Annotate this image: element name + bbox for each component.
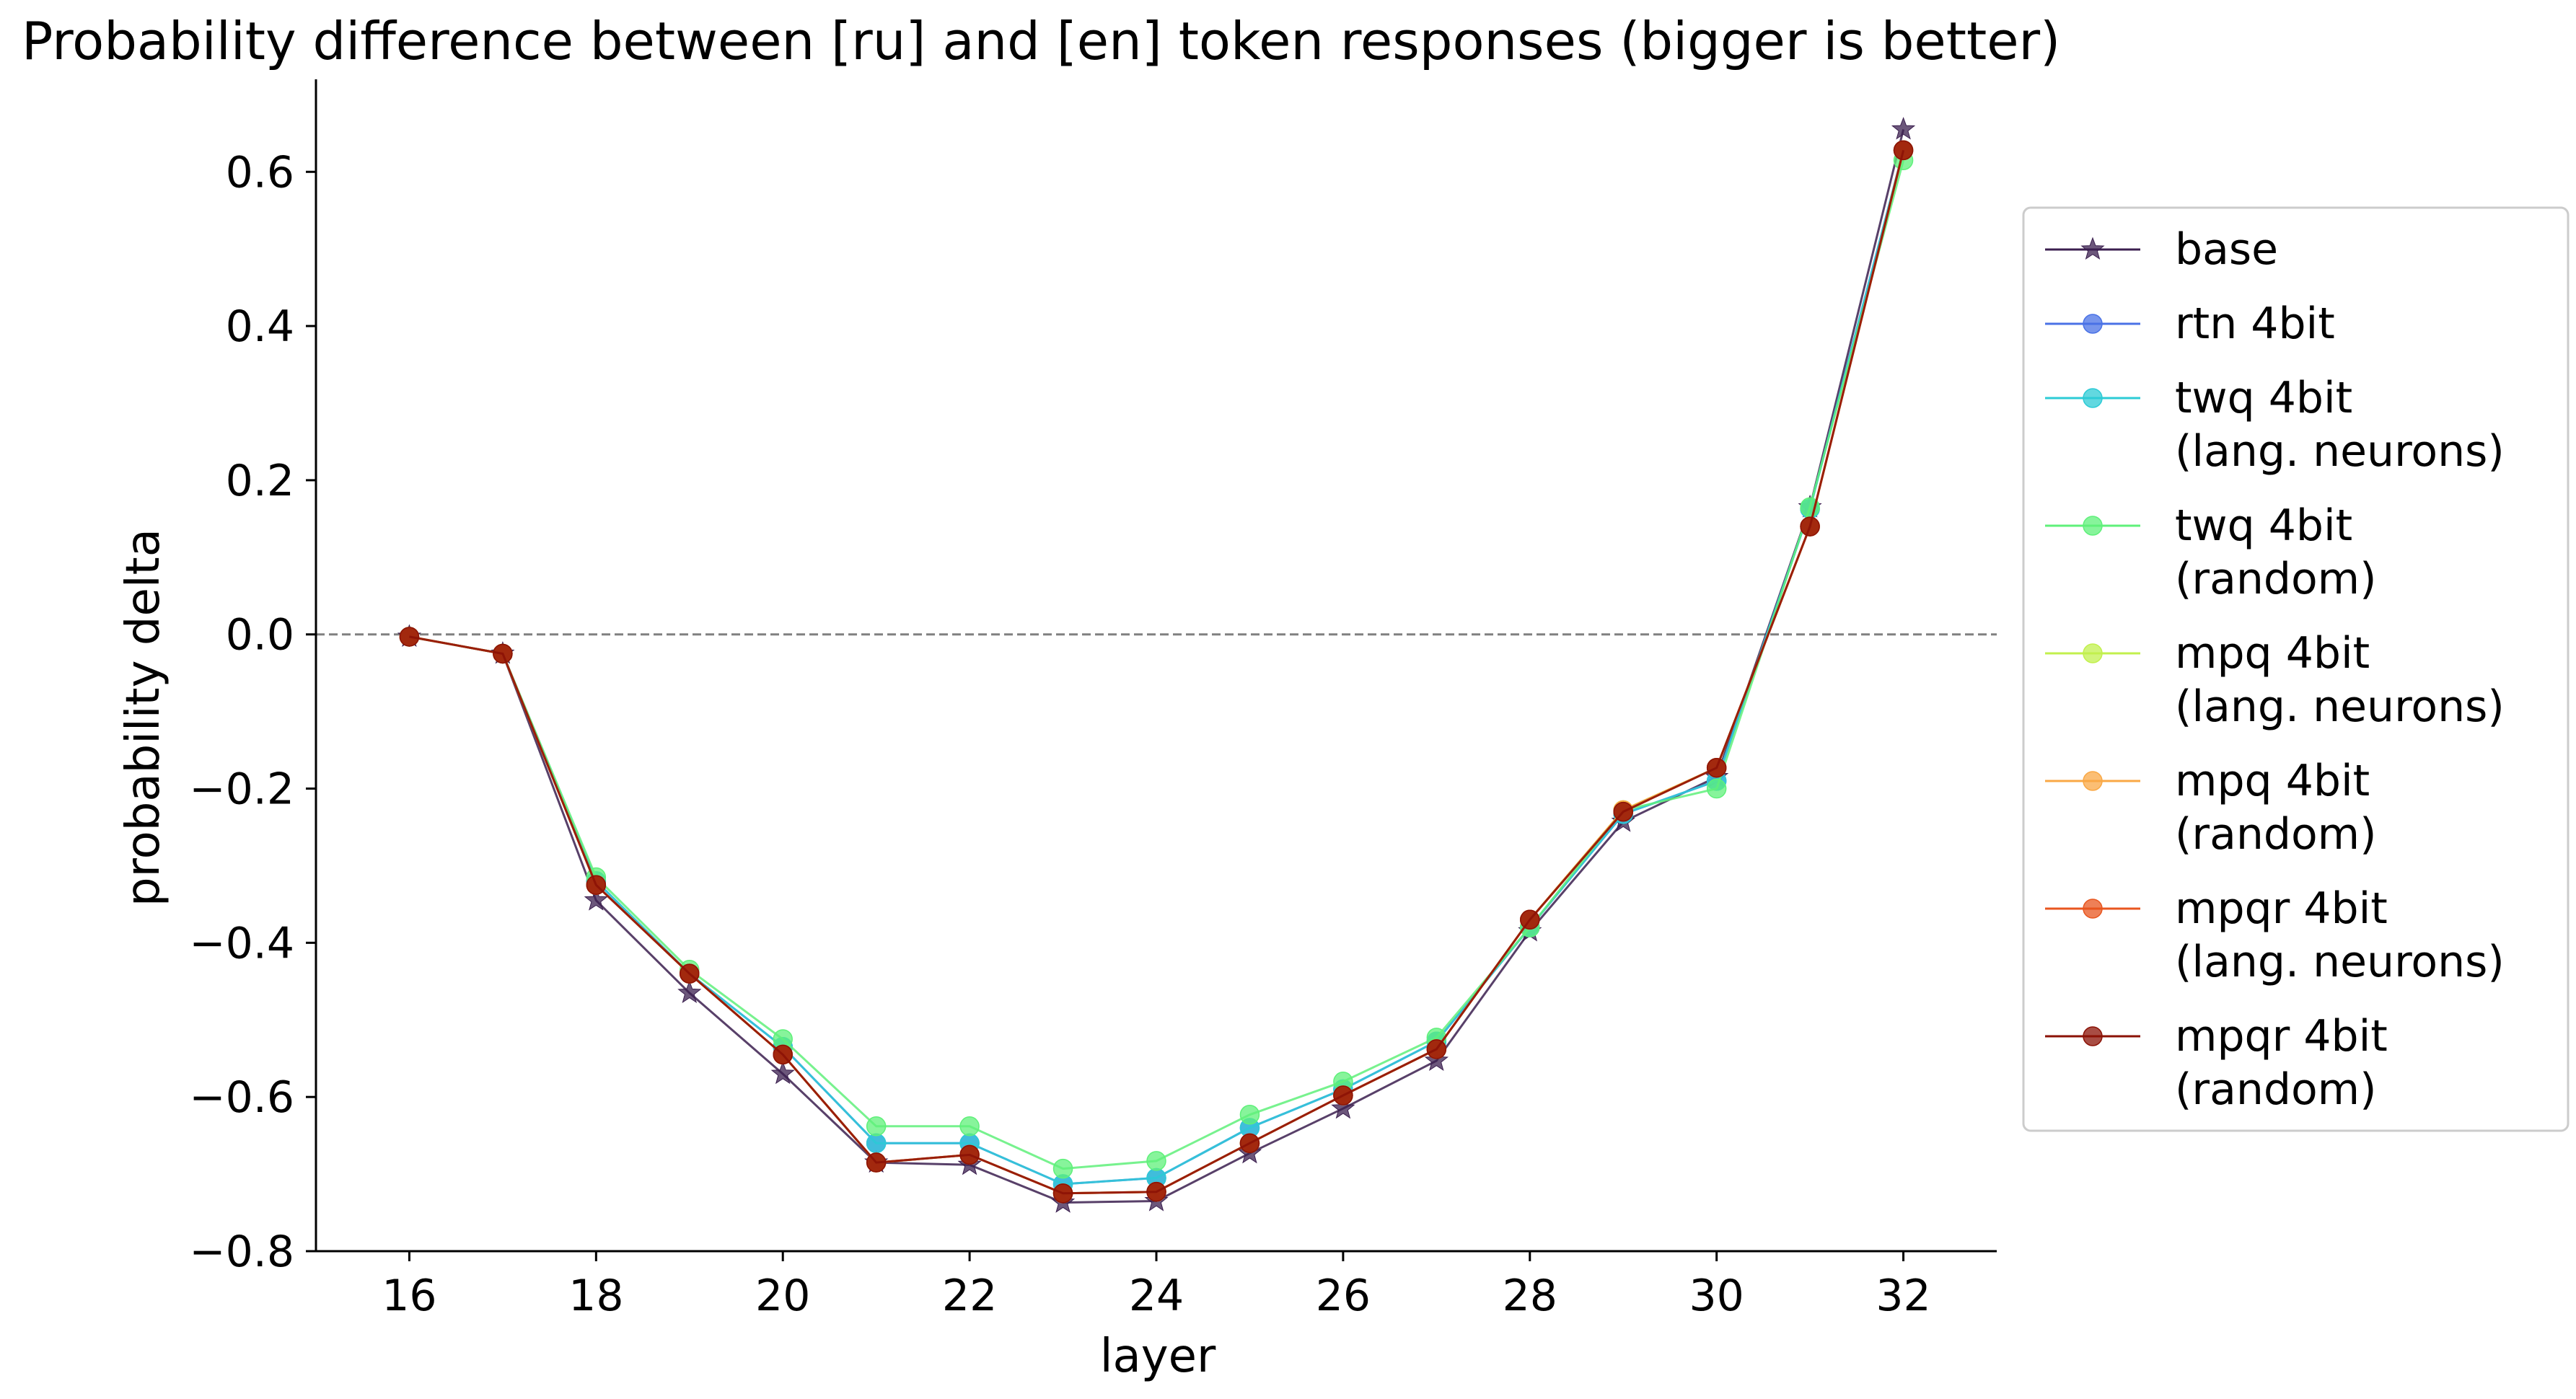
y-axis-label: probability delta	[117, 529, 170, 906]
legend-marker	[2083, 314, 2103, 334]
chart-title: Probability difference between [ru] and …	[22, 11, 2060, 71]
legend-label: mpq 4bit	[2175, 628, 2370, 679]
data-point	[866, 1133, 887, 1154]
legend-label: mpqr 4bit	[2175, 883, 2388, 934]
x-axis-label: layer	[1100, 1330, 1216, 1383]
data-point	[1800, 516, 1820, 537]
data-point	[1331, 1095, 1355, 1119]
legend-label: (random)	[2175, 554, 2377, 604]
x-tick-label: 16	[382, 1271, 436, 1321]
y-tick-label: 0.6	[226, 147, 294, 198]
legend-label: (lang. neurons)	[2175, 681, 2505, 732]
legend-label: (lang. neurons)	[2175, 426, 2505, 477]
data-point	[680, 963, 700, 984]
x-tick-label: 24	[1129, 1271, 1184, 1321]
data-point	[1613, 801, 1633, 822]
legend-label: mpqr 4bit	[2175, 1011, 2388, 1062]
x-tick-label: 30	[1689, 1271, 1744, 1321]
legend-label: (lang. neurons)	[2175, 937, 2505, 987]
data-point	[1052, 1183, 1073, 1204]
x-tick-label: 26	[1316, 1271, 1371, 1321]
y-tick-label: 0.2	[226, 456, 294, 506]
x-tick-label: 20	[755, 1271, 810, 1321]
legend-marker	[2083, 388, 2103, 408]
data-point	[399, 627, 420, 647]
y-axis: −0.8 −0.6 −0.4 −0.2 0.0 0.2 0.4 0.6	[189, 79, 317, 1277]
legend-marker	[2083, 771, 2103, 791]
legend-entry: rtn 4bit	[2045, 299, 2335, 349]
data-point	[1520, 909, 1540, 930]
x-axis: 16 18 20 22 24 26 28 30 32	[316, 1250, 1997, 1321]
data-point	[866, 1152, 887, 1173]
data-point	[773, 1044, 793, 1065]
legend-marker	[2080, 237, 2105, 260]
data-point	[1239, 1133, 1260, 1154]
data-point	[1146, 1181, 1166, 1202]
data-point	[1424, 1048, 1449, 1072]
legend-entry: mpq 4bit(random)	[2045, 756, 2377, 860]
y-tick-label: −0.4	[189, 918, 294, 968]
legend-frame	[2022, 206, 2570, 1132]
data-point	[1706, 778, 1727, 799]
plot-area	[316, 117, 1997, 1213]
data-point	[1426, 1039, 1447, 1059]
data-point	[866, 1116, 887, 1137]
data-point	[1333, 1085, 1353, 1105]
data-point	[959, 1116, 980, 1137]
y-tick-label: −0.2	[189, 764, 294, 815]
data-point	[1052, 1158, 1073, 1179]
legend-label: twq 4bit	[2175, 500, 2352, 551]
legend-label: mpq 4bit	[2175, 756, 2370, 806]
legend-marker	[2083, 643, 2103, 663]
legend-marker	[2083, 1026, 2103, 1046]
data-point	[586, 875, 607, 895]
legend-label: base	[2175, 224, 2278, 275]
series-7	[399, 140, 1914, 1204]
data-point	[1893, 140, 1914, 161]
legend-entry: twq 4bit(random)	[2045, 500, 2377, 604]
y-tick-label: −0.6	[189, 1072, 294, 1123]
data-point	[677, 980, 702, 1003]
x-tick-label: 28	[1503, 1271, 1557, 1321]
x-tick-label: 22	[942, 1271, 997, 1321]
data-point	[584, 888, 608, 911]
y-tick-label: −0.8	[189, 1227, 294, 1277]
data-point	[1706, 757, 1727, 778]
y-tick-label: 0.0	[226, 610, 294, 661]
data-point	[1146, 1151, 1166, 1171]
data-point	[959, 1144, 980, 1165]
data-point	[770, 1061, 795, 1085]
legend-label: rtn 4bit	[2175, 299, 2335, 349]
legend-entry: mpq 4bit(lang. neurons)	[2045, 628, 2505, 732]
legend-label: twq 4bit	[2175, 373, 2352, 423]
x-tick-label: 18	[568, 1271, 623, 1321]
data-point	[1891, 117, 1916, 140]
legend-entry: mpqr 4bit(lang. neurons)	[2045, 883, 2505, 987]
data-point	[1239, 1105, 1260, 1125]
data-point	[493, 643, 513, 664]
legend-entry: mpqr 4bit(random)	[2045, 1011, 2388, 1115]
legend-label: (random)	[2175, 809, 2377, 860]
legend-marker	[2083, 899, 2103, 919]
legend-label: (random)	[2175, 1064, 2377, 1115]
y-tick-label: 0.4	[226, 301, 294, 352]
legend-marker	[2083, 516, 2103, 536]
x-tick-label: 32	[1876, 1271, 1930, 1321]
legend-entry: base	[2045, 224, 2278, 275]
legend-entry: twq 4bit(lang. neurons)	[2045, 373, 2505, 477]
